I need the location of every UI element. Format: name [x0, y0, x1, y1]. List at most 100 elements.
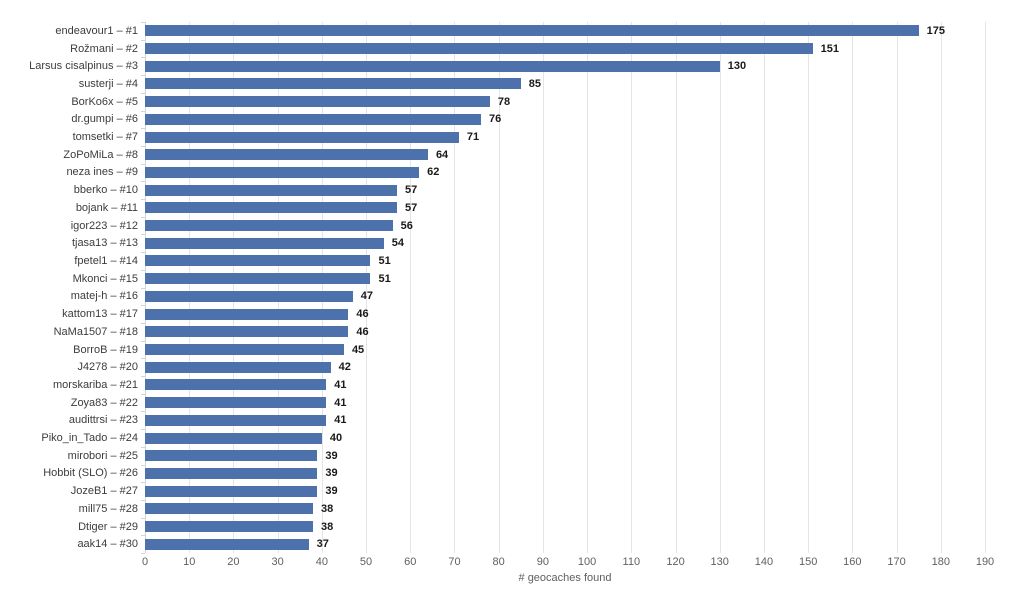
bar[interactable]: [145, 149, 428, 161]
bar-row: 64: [145, 146, 985, 164]
value-label: 78: [497, 95, 511, 108]
bar-row: 175: [145, 22, 985, 40]
value-label: 85: [528, 77, 542, 90]
category-label: kattom13 – #17: [62, 308, 138, 321]
bar[interactable]: [145, 131, 459, 143]
y-axis-tick: [141, 252, 145, 254]
bar-row: 130: [145, 57, 985, 75]
category-label: aak14 – #30: [77, 538, 138, 551]
category-label: Hobbit (SLO) – #26: [43, 467, 138, 480]
gridline: [498, 22, 500, 553]
bar-row: 45: [145, 341, 985, 359]
bar[interactable]: [145, 220, 393, 232]
value-label: 64: [435, 148, 449, 161]
y-axis-tick: [141, 22, 145, 23]
bar-row: 41: [145, 411, 985, 429]
bar[interactable]: [145, 414, 327, 426]
y-axis-tick: [141, 376, 145, 377]
bar[interactable]: [145, 237, 384, 249]
bar-row: 56: [145, 217, 985, 235]
gridline: [321, 22, 323, 553]
bar[interactable]: [145, 96, 490, 108]
gridline: [631, 22, 633, 553]
bar-row: 57: [145, 199, 985, 217]
bar[interactable]: [145, 379, 327, 391]
category-label: audittrsi – #23: [68, 414, 138, 427]
bar-row: 151: [145, 40, 985, 58]
y-axis-tick: [141, 517, 145, 519]
bar[interactable]: [145, 538, 309, 550]
x-tick-label: 110: [622, 556, 641, 568]
bar-row: 78: [145, 93, 985, 111]
bar[interactable]: [145, 25, 919, 37]
value-label: 51: [378, 254, 391, 267]
bar[interactable]: [145, 361, 331, 373]
bar[interactable]: [145, 202, 397, 214]
x-tick-label: 10: [183, 556, 196, 568]
category-label: mill75 – #28: [78, 502, 138, 515]
bar[interactable]: [145, 184, 397, 196]
value-label: 39: [325, 467, 338, 480]
bar[interactable]: [145, 308, 349, 320]
bar[interactable]: [145, 43, 813, 55]
gridline: [852, 22, 854, 553]
category-label: ZoPoMiLa – #8: [63, 148, 138, 161]
y-axis-tick: [141, 322, 145, 324]
x-axis-tick-labels: 0 10 20 30 40 50 60 70 80 90 100 110 120 130 140 150 160…: [142, 556, 994, 570]
x-tick-label: 170: [887, 556, 906, 568]
y-axis-tick: [141, 535, 145, 537]
value-label: 42: [338, 361, 351, 374]
x-tick-label: 190: [975, 556, 995, 568]
bar[interactable]: [145, 503, 313, 515]
x-tick-label: 80: [492, 556, 505, 568]
bar[interactable]: [145, 273, 371, 285]
gridline: [454, 22, 456, 553]
y-axis-tick: [141, 358, 145, 360]
bar-row: 85: [145, 75, 985, 93]
bar[interactable]: [145, 113, 481, 125]
value-label: 57: [405, 201, 418, 214]
bar[interactable]: [145, 521, 313, 533]
bar[interactable]: [145, 290, 353, 302]
gridline: [940, 22, 942, 553]
value-label: 39: [325, 485, 338, 498]
x-tick-label: 180: [931, 556, 950, 568]
category-label: morskariba – #21: [53, 378, 138, 391]
x-tick-label: 120: [666, 556, 685, 568]
bar-row: 38: [145, 518, 985, 536]
value-label: 56: [400, 219, 413, 232]
bar-row: 41: [145, 394, 985, 412]
bar[interactable]: [145, 467, 318, 479]
x-tick-label: 100: [577, 556, 597, 568]
category-label: Piko_in_Tado – #24: [41, 432, 138, 445]
category-label: tomsetki – #7: [72, 131, 138, 144]
bar[interactable]: [145, 450, 318, 462]
bar-row: 62: [145, 164, 985, 182]
bar[interactable]: [145, 78, 521, 90]
bar[interactable]: [145, 60, 720, 72]
y-axis-tick: [141, 199, 145, 200]
bar-row: 46: [145, 323, 985, 341]
bar-row: 39: [145, 482, 985, 500]
bar-rows: 175 151 130 85 78 76 71 64 62 57 57 56 54 51 51 47 46 46 4…: [145, 22, 985, 553]
category-label: matej-h – #16: [70, 290, 138, 303]
bar-row: 47: [145, 288, 985, 306]
bar[interactable]: [145, 255, 371, 267]
bar[interactable]: [145, 166, 420, 178]
bar[interactable]: [145, 326, 349, 338]
gridline: [808, 22, 810, 553]
category-label: bojank – #11: [75, 201, 138, 214]
y-axis-tick: [141, 110, 145, 112]
x-tick-label: 150: [798, 556, 818, 568]
x-tick-label: 60: [404, 556, 417, 568]
y-axis-tick: [141, 128, 145, 130]
y-axis-tick: [141, 340, 145, 342]
value-label: 175: [926, 24, 946, 37]
gridline: [719, 22, 721, 553]
bar[interactable]: [145, 344, 344, 355]
bar[interactable]: [145, 485, 318, 497]
value-label: 38: [321, 502, 334, 515]
bar[interactable]: [145, 432, 322, 444]
bar[interactable]: [145, 397, 327, 409]
value-label: 45: [351, 343, 365, 356]
